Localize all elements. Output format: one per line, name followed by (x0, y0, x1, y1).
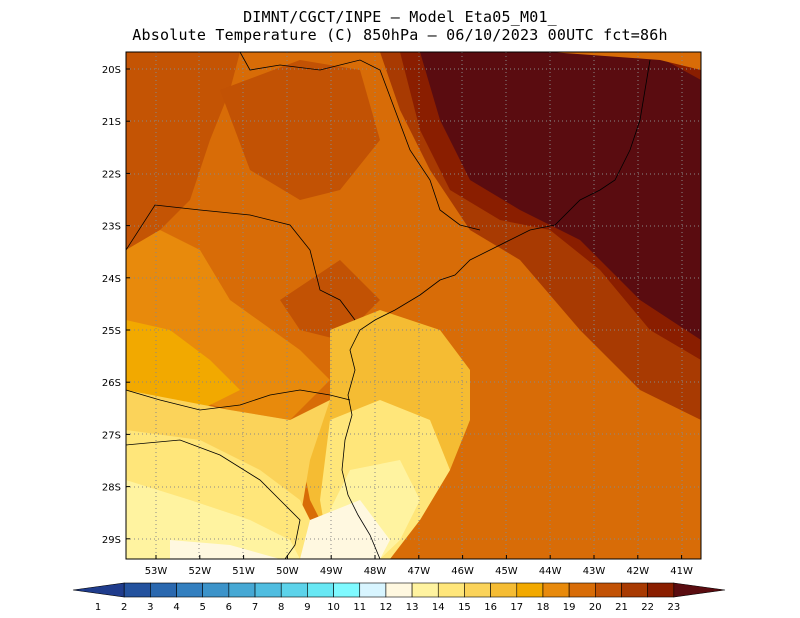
colorbar-label: 9 (304, 602, 310, 613)
colorbar-label: 22 (641, 602, 654, 613)
lat-label: 27S (102, 430, 121, 441)
lon-label: 42W (626, 566, 649, 577)
colorbar-swatch (385, 582, 413, 598)
lat-label: 29S (102, 535, 121, 546)
colorbar-label: 21 (615, 602, 628, 613)
lon-label: 52W (188, 566, 211, 577)
lat-label: 28S (102, 483, 121, 494)
lat-label: 23S (102, 222, 121, 233)
colorbar-swatch (437, 582, 465, 598)
lat-label: 24S (102, 274, 121, 285)
latitude-axis: 20S 21S 22S 23S 24S 25S 26S 27S 28S 29S (102, 65, 130, 546)
colorbar-swatch (150, 582, 177, 598)
colorbar-arrow-high (673, 582, 726, 598)
colorbar-label: 2 (121, 602, 127, 613)
lon-label: 49W (320, 566, 343, 577)
lat-label: 20S (102, 65, 121, 76)
colorbar-label: 20 (589, 602, 602, 613)
colorbar-label: 4 (173, 602, 179, 613)
colorbar-swatch (568, 582, 596, 598)
temperature-field (126, 52, 701, 559)
colorbar-swatch (280, 582, 308, 598)
lon-label: 48W (364, 566, 387, 577)
lon-label: 44W (539, 566, 562, 577)
title-line-2: Absolute Temperature (C) 850hPa – 06/10/… (132, 26, 668, 44)
colorbar-swatch (202, 582, 230, 598)
lon-label: 41W (670, 566, 693, 577)
colorbar-swatch (542, 582, 570, 598)
lon-label: 46W (451, 566, 474, 577)
colorbar-label: 14 (432, 602, 445, 613)
colorbar: 1 2 3 4 5 6 7 8 9 10 11 12 13 14 15 16 17 18 19 20 21 22 23 (72, 582, 726, 613)
lat-label: 22S (102, 169, 121, 180)
lon-label: 50W (276, 566, 299, 577)
lon-label: 53W (145, 566, 168, 577)
colorbar-label: 16 (484, 602, 497, 613)
colorbar-label: 8 (278, 602, 284, 613)
colorbar-swatch (228, 582, 256, 598)
colorbar-label: 15 (458, 602, 471, 613)
colorbar-label: 18 (537, 602, 550, 613)
colorbar-swatch (595, 582, 622, 598)
colorbar-swatch (123, 582, 151, 598)
colorbar-swatch (516, 582, 544, 598)
colorbar-arrow-low (72, 582, 125, 598)
colorbar-label: 7 (252, 602, 258, 613)
lon-label: 47W (407, 566, 430, 577)
colorbar-label: 3 (147, 602, 153, 613)
title-line-1: DIMNT/CGCT/INPE – Model Eta05_M01_ (243, 8, 557, 26)
colorbar-label: 1 (95, 602, 101, 613)
lat-label: 21S (102, 117, 121, 128)
colorbar-label: 23 (667, 602, 680, 613)
coastline (126, 52, 651, 559)
colorbar-label: 6 (226, 602, 232, 613)
colorbar-label: 11 (353, 602, 366, 613)
lat-label: 26S (102, 378, 121, 389)
graticule (126, 52, 701, 559)
colorbar-swatch (411, 582, 439, 598)
lon-label: 43W (583, 566, 606, 577)
colorbar-swatch (464, 582, 491, 598)
colorbar-swatch (359, 582, 387, 598)
colorbar-label: 13 (406, 602, 419, 613)
colorbar-label: 10 (327, 602, 340, 613)
colorbar-label: 17 (510, 602, 523, 613)
plot-frame (125, 51, 702, 560)
colorbar-swatch (621, 582, 648, 598)
colorbar-swatch (176, 582, 203, 598)
colorbar-label: 5 (200, 602, 206, 613)
colorbar-label: 19 (563, 602, 576, 613)
lat-label: 25S (102, 326, 121, 337)
colorbar-swatch (307, 582, 334, 598)
longitude-axis: 53W 52W 51W 50W 49W 48W 47W 46W 45W 44W 43W 42W 41W (145, 555, 693, 577)
colorbar-swatch (333, 582, 361, 598)
lon-label: 45W (495, 566, 518, 577)
colorbar-label: 12 (380, 602, 393, 613)
colorbar-swatch (490, 582, 518, 598)
colorbar-swatch (254, 582, 282, 598)
colorbar-swatch (647, 582, 675, 598)
lon-label: 51W (232, 566, 255, 577)
